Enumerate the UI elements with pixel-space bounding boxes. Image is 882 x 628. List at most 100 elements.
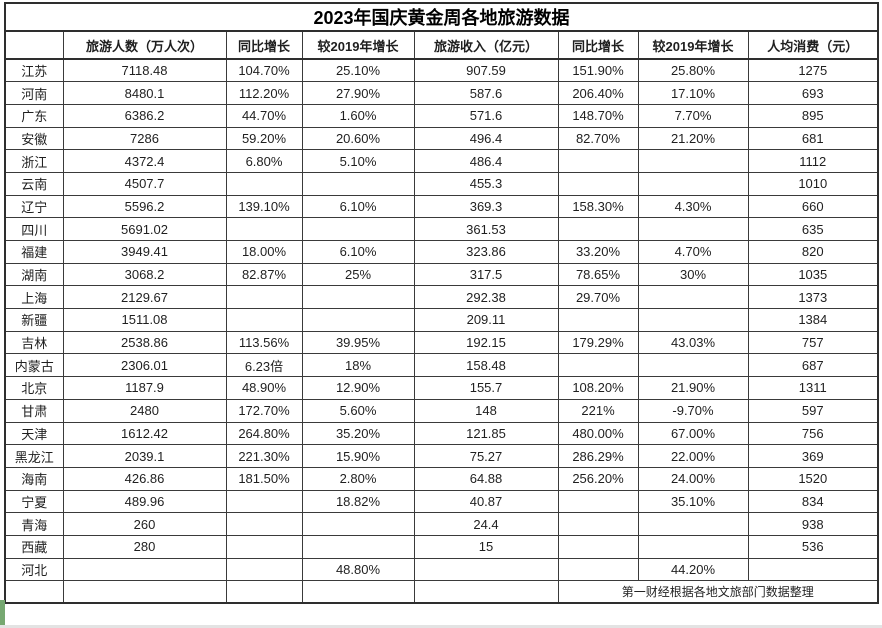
data-cell[interactable]: 24.4 <box>413 512 559 536</box>
data-cell[interactable]: 121.85 <box>413 421 559 446</box>
data-cell[interactable]: 1311 <box>747 376 879 400</box>
data-cell[interactable]: 834 <box>747 489 879 514</box>
data-cell[interactable]: 286.29% <box>557 444 639 468</box>
region-cell[interactable]: 广东 <box>4 103 64 128</box>
data-cell[interactable]: 2306.01 <box>62 353 227 378</box>
data-cell[interactable]: 151.90% <box>557 58 639 83</box>
data-cell[interactable] <box>637 308 749 332</box>
data-cell[interactable]: 27.90% <box>301 81 415 105</box>
data-cell[interactable]: 1035 <box>747 262 879 287</box>
data-cell[interactable] <box>637 353 749 378</box>
data-cell[interactable]: 113.56% <box>225 330 303 355</box>
data-cell[interactable]: 21.90% <box>637 376 749 400</box>
data-cell[interactable]: 25.10% <box>301 58 415 83</box>
data-cell[interactable]: 15.90% <box>301 444 415 468</box>
data-cell[interactable] <box>557 149 639 173</box>
data-cell[interactable]: 1275 <box>747 58 879 83</box>
data-cell[interactable] <box>301 534 415 559</box>
data-cell[interactable]: 29.70% <box>557 285 639 310</box>
data-cell[interactable]: 48.80% <box>301 557 415 582</box>
data-cell[interactable]: 264.80% <box>225 421 303 446</box>
data-cell[interactable]: 757 <box>747 330 879 355</box>
data-cell[interactable]: 44.20% <box>637 557 749 582</box>
column-header[interactable]: 同比增长 <box>557 30 639 60</box>
data-cell[interactable] <box>637 171 749 196</box>
data-cell[interactable]: 155.7 <box>413 376 559 400</box>
data-cell[interactable] <box>637 534 749 559</box>
data-cell[interactable]: 2039.1 <box>62 444 227 468</box>
active-cell-indicator[interactable] <box>0 600 5 625</box>
data-cell[interactable]: 158.48 <box>413 353 559 378</box>
data-cell[interactable]: 260 <box>62 512 227 536</box>
data-cell[interactable]: 18.00% <box>225 240 303 264</box>
data-cell[interactable]: 1384 <box>747 308 879 332</box>
data-cell[interactable]: 192.15 <box>413 330 559 355</box>
data-cell[interactable]: 486.4 <box>413 149 559 173</box>
region-cell[interactable]: 浙江 <box>4 149 64 173</box>
region-cell[interactable]: 天津 <box>4 421 64 446</box>
data-cell[interactable]: 35.10% <box>637 489 749 514</box>
data-cell[interactable]: 292.38 <box>413 285 559 310</box>
data-cell[interactable]: 1.60% <box>301 103 415 128</box>
data-cell[interactable]: 3068.2 <box>62 262 227 287</box>
data-cell[interactable]: 78.65% <box>557 262 639 287</box>
data-cell[interactable]: 75.27 <box>413 444 559 468</box>
data-cell[interactable]: 8480.1 <box>62 81 227 105</box>
region-cell[interactable]: 甘肃 <box>4 398 64 423</box>
data-cell[interactable] <box>637 217 749 241</box>
data-cell[interactable]: 681 <box>747 126 879 151</box>
data-cell[interactable]: 35.20% <box>301 421 415 446</box>
data-cell[interactable]: 104.70% <box>225 58 303 83</box>
data-cell[interactable]: 18.82% <box>301 489 415 514</box>
data-cell[interactable]: 693 <box>747 81 879 105</box>
region-cell[interactable]: 辽宁 <box>4 194 64 219</box>
data-cell[interactable] <box>557 489 639 514</box>
data-cell[interactable]: 48.90% <box>225 376 303 400</box>
data-cell[interactable]: 256.20% <box>557 466 639 491</box>
data-cell[interactable]: 489.96 <box>62 489 227 514</box>
data-cell[interactable] <box>637 285 749 310</box>
data-cell[interactable] <box>557 534 639 559</box>
data-cell[interactable] <box>225 489 303 514</box>
data-cell[interactable]: 3949.41 <box>62 240 227 264</box>
data-cell[interactable]: 5596.2 <box>62 194 227 219</box>
column-header[interactable]: 人均消费（元） <box>747 30 879 60</box>
data-cell[interactable]: 20.60% <box>301 126 415 151</box>
data-cell[interactable]: 907.59 <box>413 58 559 83</box>
region-cell[interactable]: 青海 <box>4 512 64 536</box>
data-cell[interactable]: 895 <box>747 103 879 128</box>
active-cell[interactable] <box>4 580 64 604</box>
data-cell[interactable]: 1612.42 <box>62 421 227 446</box>
data-cell[interactable]: -9.70% <box>637 398 749 423</box>
data-cell[interactable]: 24.00% <box>637 466 749 491</box>
data-cell[interactable] <box>557 353 639 378</box>
data-cell[interactable]: 1187.9 <box>62 376 227 400</box>
data-cell[interactable]: 179.29% <box>557 330 639 355</box>
data-cell[interactable]: 18% <box>301 353 415 378</box>
data-cell[interactable]: 30% <box>637 262 749 287</box>
data-cell[interactable]: 635 <box>747 217 879 241</box>
data-cell[interactable]: 1520 <box>747 466 879 491</box>
data-cell[interactable] <box>301 512 415 536</box>
data-cell[interactable] <box>637 149 749 173</box>
data-cell[interactable]: 597 <box>747 398 879 423</box>
data-cell[interactable] <box>557 512 639 536</box>
data-cell[interactable]: 938 <box>747 512 879 536</box>
data-cell[interactable]: 33.20% <box>557 240 639 264</box>
data-cell[interactable]: 571.6 <box>413 103 559 128</box>
data-cell[interactable] <box>225 557 303 582</box>
data-cell[interactable]: 64.88 <box>413 466 559 491</box>
data-cell[interactable]: 59.20% <box>225 126 303 151</box>
data-cell[interactable]: 820 <box>747 240 879 264</box>
data-cell[interactable]: 43.03% <box>637 330 749 355</box>
data-cell[interactable]: 5.10% <box>301 149 415 173</box>
empty-cell[interactable] <box>301 580 415 604</box>
data-cell[interactable] <box>301 171 415 196</box>
data-cell[interactable] <box>557 308 639 332</box>
data-cell[interactable]: 7118.48 <box>62 58 227 83</box>
data-cell[interactable]: 1373 <box>747 285 879 310</box>
data-cell[interactable]: 1511.08 <box>62 308 227 332</box>
data-cell[interactable]: 6.10% <box>301 194 415 219</box>
region-cell[interactable]: 海南 <box>4 466 64 491</box>
data-cell[interactable] <box>557 557 639 582</box>
